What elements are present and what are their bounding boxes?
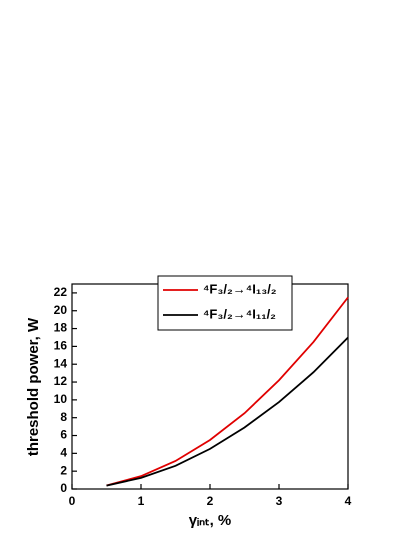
x-tick-label: 0 (69, 494, 76, 508)
y-tick-label: 2 (60, 463, 67, 477)
y-tick-label: 22 (54, 285, 68, 299)
series-line (106, 296, 349, 487)
y-tick-label: 14 (54, 356, 68, 370)
y-tick-label: 12 (54, 374, 68, 388)
y-tick-label: 6 (60, 428, 67, 442)
y-tick-label: 18 (54, 321, 68, 335)
y-tick-label: 8 (60, 410, 67, 424)
y-tick-label: 10 (54, 392, 68, 406)
legend-box (157, 275, 293, 331)
legend-label: ⁴F₃/₂→⁴I₁₃/₂ (203, 281, 277, 296)
series-line (106, 336, 349, 487)
x-tick-label: 4 (345, 494, 352, 508)
legend-label: ⁴F₃/₂→⁴I₁₁/₂ (203, 306, 276, 321)
x-tick-label: 1 (138, 494, 145, 508)
y-tick-label: 20 (54, 303, 68, 317)
y-tick-label: 0 (60, 481, 67, 495)
y-tick-label: 4 (60, 446, 67, 460)
x-tick-label: 3 (276, 494, 283, 508)
y-axis-title: threshold power, W (25, 317, 42, 456)
x-axis-title: γᵢₙₜ, % (189, 512, 232, 529)
x-tick-label: 2 (207, 494, 214, 508)
y-tick-label: 16 (54, 339, 68, 353)
